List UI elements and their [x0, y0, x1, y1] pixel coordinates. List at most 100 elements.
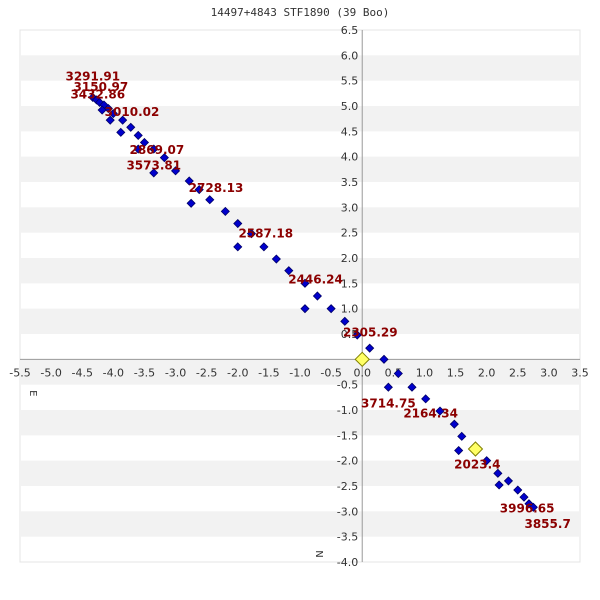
y-tick-label: 3.5 — [341, 176, 359, 189]
x-tick-label: -4.0 — [103, 366, 124, 379]
data-label: 3010.02 — [105, 105, 160, 119]
data-point — [312, 291, 322, 301]
y-tick-label: -4.0 — [337, 556, 358, 569]
grid-band — [20, 511, 580, 537]
data-point — [97, 105, 107, 115]
data-point — [383, 382, 393, 392]
data-point — [184, 176, 194, 186]
data-point — [133, 144, 143, 154]
data-point — [233, 218, 243, 229]
data-point — [300, 278, 310, 288]
data-point — [503, 476, 514, 486]
chart-title: 14497+4843 STF1890 (39 Boo) — [210, 6, 390, 19]
grid-band — [20, 258, 580, 284]
data-point — [393, 368, 403, 379]
data-point — [457, 431, 467, 441]
data-label: 3291.91 — [65, 70, 120, 84]
data-point — [352, 330, 362, 340]
data-point — [454, 445, 464, 456]
data-point — [271, 254, 281, 264]
data-points — [88, 92, 538, 512]
data-point — [159, 153, 169, 163]
data-point — [220, 206, 230, 216]
y-tick-label: 5.0 — [341, 100, 359, 113]
data-point — [118, 115, 128, 125]
y-tick-label: -1.5 — [337, 429, 358, 442]
data-label: 2587.18 — [238, 227, 293, 241]
y-tick-label: 2.5 — [341, 227, 359, 240]
y-axis-label: N — [313, 550, 324, 557]
data-point — [149, 144, 159, 154]
data-label: 3714.75 — [361, 396, 416, 410]
data-point — [494, 480, 504, 490]
x-tick-label: 1.0 — [416, 366, 434, 379]
data-point — [326, 304, 336, 314]
grid-band — [20, 55, 580, 81]
data-point — [482, 456, 492, 466]
data-label: 3996.65 — [500, 501, 555, 515]
x-axis-label: E — [27, 390, 38, 396]
y-tick-label: 1.5 — [341, 277, 359, 290]
y-tick-label: -3.0 — [337, 505, 358, 518]
data-label: 2164.34 — [403, 407, 458, 421]
x-tick-label: -0.5 — [320, 366, 341, 379]
grid-band — [20, 156, 580, 182]
data-point — [139, 137, 150, 148]
data-point — [103, 103, 113, 114]
x-tick-label: -5.0 — [40, 366, 61, 379]
y-tick-label: -3.5 — [337, 531, 358, 544]
x-tick-label: 3.5 — [571, 366, 589, 379]
y-tick-label: -0.5 — [337, 379, 358, 392]
x-tick-label: -2.5 — [196, 366, 217, 379]
y-tick-label: -2.5 — [337, 480, 358, 493]
data-point — [300, 304, 310, 314]
x-tick-label: 2.0 — [478, 366, 496, 379]
data-point — [435, 406, 445, 416]
x-tick-label: -1.0 — [289, 366, 310, 379]
data-point — [365, 343, 375, 353]
x-tick-label: 1.5 — [447, 366, 465, 379]
x-tick-label: 3.0 — [540, 366, 558, 379]
grid-bands — [19, 29, 581, 563]
data-label: 3573.81 — [126, 158, 181, 172]
data-point — [519, 492, 529, 502]
x-tick-label: -4.5 — [71, 366, 92, 379]
y-tick-label: -1.0 — [337, 404, 358, 417]
data-point — [133, 130, 143, 140]
y-tick-label: 6.0 — [341, 49, 359, 62]
y-tick-label: 4.0 — [341, 151, 359, 164]
x-tick-label: -3.5 — [134, 366, 155, 379]
data-point — [340, 316, 350, 326]
y-tick-label: 6.5 — [341, 24, 359, 37]
grid-band — [20, 308, 580, 334]
grid-band — [20, 359, 580, 385]
data-point — [493, 468, 503, 478]
data-label: 2305.29 — [343, 326, 398, 340]
y-tick-label: 5.5 — [341, 75, 359, 88]
data-point — [421, 394, 431, 404]
data-point — [170, 166, 181, 176]
x-tick-label: -1.5 — [258, 366, 279, 379]
data-point — [108, 109, 118, 119]
data-label: 3432.86 — [70, 87, 125, 101]
data-point — [259, 242, 269, 252]
data-point — [513, 485, 523, 495]
data-point — [233, 242, 243, 252]
data-point — [194, 185, 204, 195]
data-point — [379, 354, 389, 364]
data-point — [284, 266, 294, 276]
data-point — [407, 382, 417, 392]
data-point — [528, 502, 538, 512]
data-point — [186, 198, 196, 208]
y-tick-label: 2.0 — [341, 252, 359, 265]
primary-marker — [354, 351, 370, 368]
data-point — [149, 168, 159, 178]
y-tick-label: -2.0 — [337, 455, 358, 468]
data-label: 2728.13 — [189, 181, 244, 195]
data-point — [449, 419, 459, 429]
data-point — [126, 122, 136, 132]
data-point — [205, 195, 215, 205]
grid-band — [20, 207, 580, 233]
